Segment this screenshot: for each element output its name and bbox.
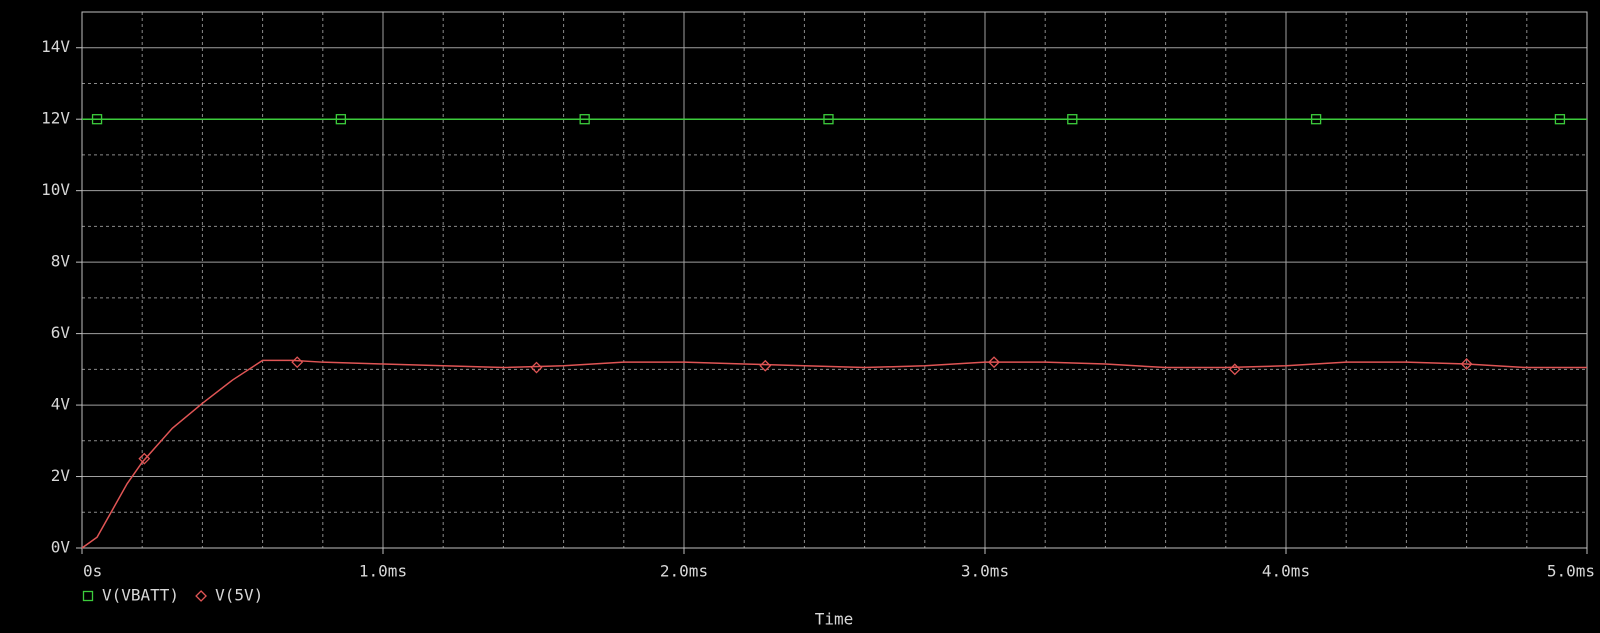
x-tick-label: 2.0ms xyxy=(660,562,708,581)
y-tick-label: 6V xyxy=(51,323,71,342)
y-tick-label: 8V xyxy=(51,252,71,271)
marker xyxy=(335,114,347,125)
marker xyxy=(988,356,1000,369)
y-tick-label: 12V xyxy=(41,109,70,128)
x-tick-label: 4.0ms xyxy=(1262,562,1310,581)
legend-label: V(VBATT) xyxy=(102,586,179,605)
plot-frame xyxy=(81,11,1588,549)
x-tick-label: 5.0ms xyxy=(1547,562,1595,581)
marker xyxy=(1460,358,1473,370)
marker xyxy=(1554,114,1566,125)
y-tick-label: 2V xyxy=(51,466,71,485)
x-axis-title: Time xyxy=(815,610,854,629)
legend-marker xyxy=(195,590,207,602)
x-tick-label: 3.0ms xyxy=(961,562,1009,581)
marker xyxy=(291,356,304,369)
x-tick-label: 1.0ms xyxy=(359,562,407,581)
y-tick-label: 10V xyxy=(41,180,70,199)
legend-marker xyxy=(82,590,94,602)
y-tick-label: 0V xyxy=(51,538,71,557)
marker xyxy=(91,114,103,125)
marker xyxy=(1228,363,1241,376)
y-tick-label: 14V xyxy=(41,37,70,56)
y-tick-label: 4V xyxy=(51,395,71,414)
marker xyxy=(1067,114,1078,125)
legend-label: V(5V) xyxy=(215,586,263,605)
marker xyxy=(1310,114,1322,125)
x-tick-label: 0s xyxy=(83,562,102,581)
marker xyxy=(138,452,151,465)
marker xyxy=(579,114,590,125)
marker xyxy=(530,361,543,374)
series-line xyxy=(81,359,1587,549)
marker xyxy=(823,114,834,125)
marker xyxy=(759,359,772,372)
